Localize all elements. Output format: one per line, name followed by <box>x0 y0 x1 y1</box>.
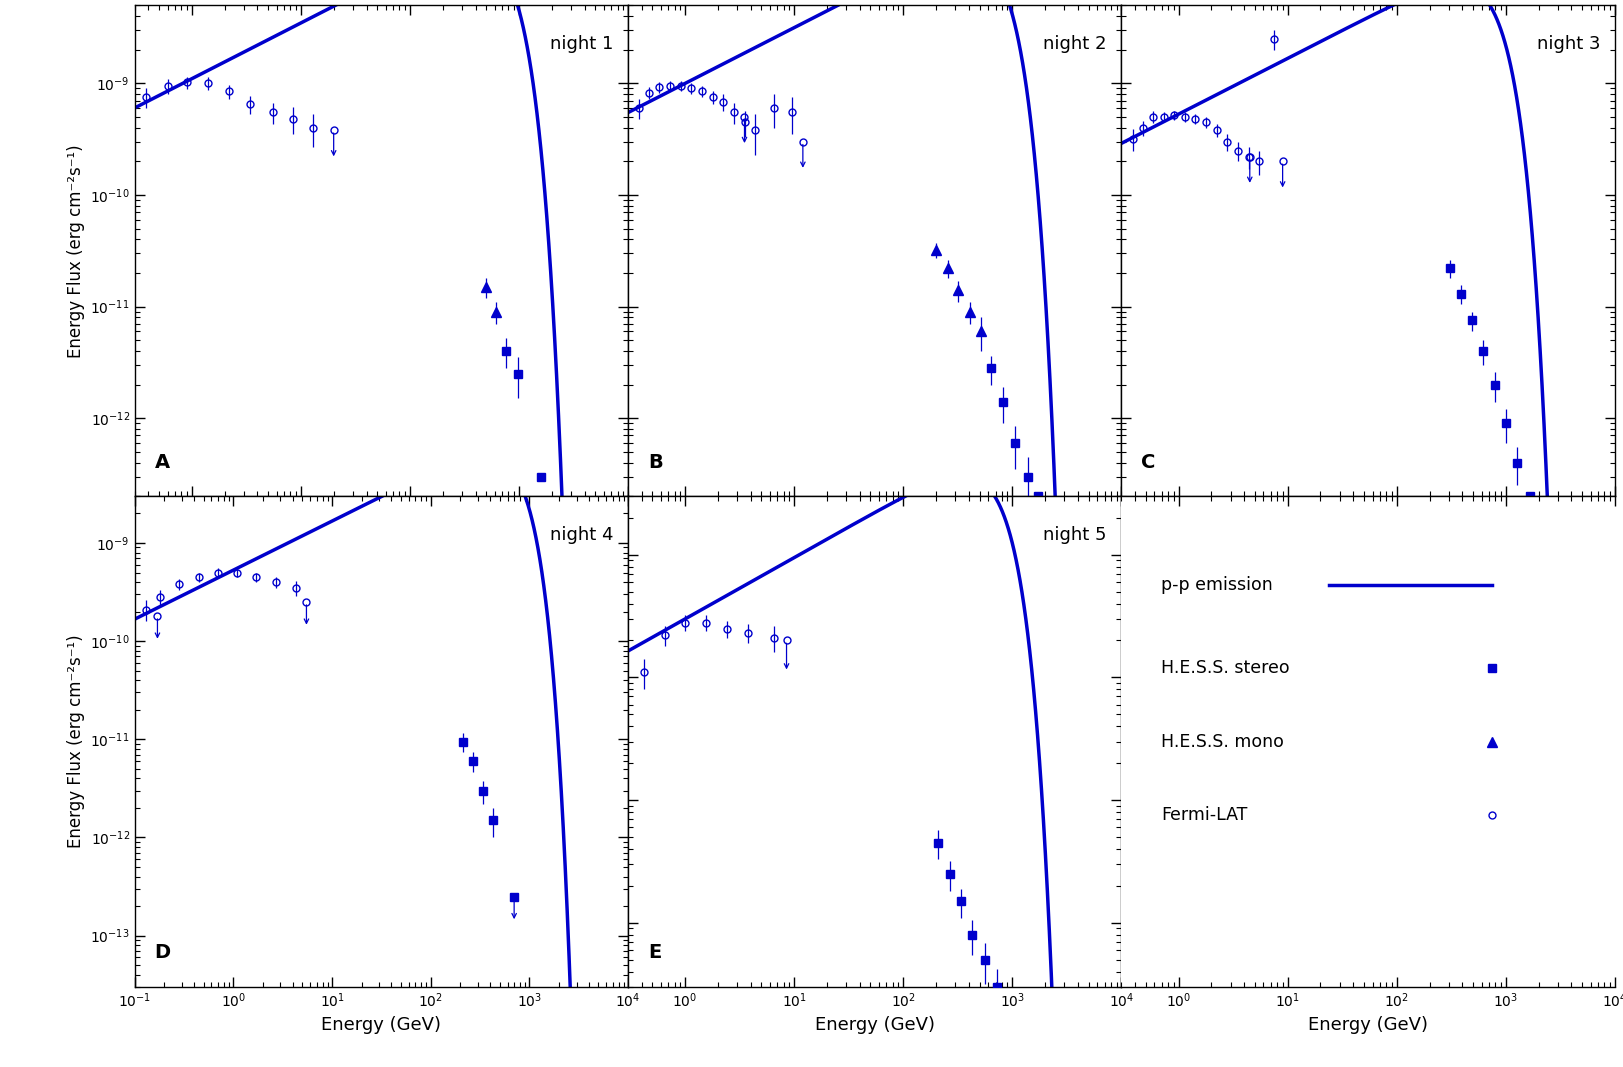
Text: H.E.S.S. stereo: H.E.S.S. stereo <box>1160 659 1290 676</box>
Text: C: C <box>1141 452 1156 472</box>
Text: p-p emission: p-p emission <box>1160 575 1272 593</box>
Text: night 3: night 3 <box>1537 35 1600 52</box>
Text: night 5: night 5 <box>1044 526 1107 543</box>
X-axis label: Energy (GeV): Energy (GeV) <box>321 1016 441 1034</box>
Text: night 1: night 1 <box>550 35 613 52</box>
Text: D: D <box>154 943 170 962</box>
Text: B: B <box>648 452 662 472</box>
Text: H.E.S.S. mono: H.E.S.S. mono <box>1160 733 1284 750</box>
X-axis label: Energy (GeV): Energy (GeV) <box>1308 1016 1428 1034</box>
Text: night 2: night 2 <box>1044 35 1107 52</box>
Y-axis label: Energy Flux (erg cm⁻²s⁻¹): Energy Flux (erg cm⁻²s⁻¹) <box>67 635 84 848</box>
X-axis label: Energy (GeV): Energy (GeV) <box>815 1016 935 1034</box>
Text: E: E <box>648 943 661 962</box>
Text: night 4: night 4 <box>550 526 613 543</box>
Text: A: A <box>154 452 169 472</box>
Text: Fermi-LAT: Fermi-LAT <box>1160 807 1248 824</box>
Y-axis label: Energy Flux (erg cm⁻²s⁻¹): Energy Flux (erg cm⁻²s⁻¹) <box>67 144 84 357</box>
